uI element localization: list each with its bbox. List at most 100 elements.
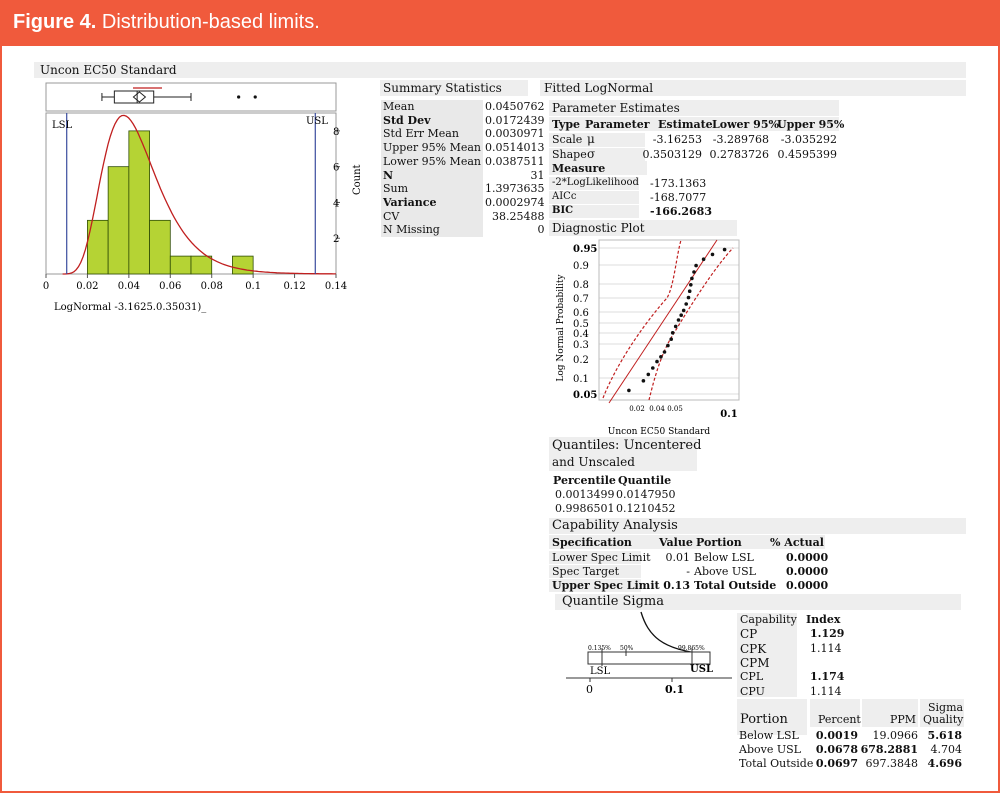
capability-index-value: 1.114 [810,685,842,698]
param-title-bar [549,100,839,116]
diagnostic-point [646,372,651,377]
measure-label-shade [549,205,639,218]
capability-title: Capability Analysis [552,518,678,533]
summary-label: Upper 95% Mean [381,141,483,155]
fitted-title-bar [540,80,966,96]
ppm-header: PPM [890,713,917,726]
figure-title: Distribution-based limits. [101,11,320,33]
histogram-x-tick-label: 0.02 [76,281,98,292]
portion-label: Total Outside [739,757,814,770]
capability-index-value: 1.114 [810,642,842,655]
histogram-bar [232,255,254,275]
measure-label-shade [549,177,639,190]
diagnostic-grid [599,247,739,395]
summary-value: 38.25488 [491,209,545,223]
summary-row: N 31 [381,168,546,183]
capability-index-label: CPM [740,656,770,670]
diagnostic-title: Diagnostic Plot [552,221,645,235]
diagnostic-fit-line [608,239,718,404]
summary-label: Mean [381,100,483,114]
summary-label: Lower 95% Mean [381,154,483,169]
diagnostic-point [673,324,678,329]
histogram-title-bar [34,62,966,78]
figure-header: Figure 4. Distribution-based limits. [0,0,1000,46]
quantile-value: 0.0147950 [616,488,676,501]
measure-label: BIC [552,205,574,216]
portion-sigma-quality: 4.696 [927,757,962,770]
index-header-capability: Capability [740,613,797,626]
diagnostic-point [669,337,673,341]
capability-value: - [686,565,690,578]
figure-caption: Figure 4. Distribution-based limits. [13,11,320,34]
sigma-usl: USL [690,664,713,675]
capability-spec: Spec Target [552,565,620,578]
histogram-title: Uncon EC50 Standard [40,63,177,77]
capability-value: 0.01 [665,551,691,564]
param-header-bar [549,117,839,131]
portion-percent: 0.0019 [815,729,858,742]
sigma-range-box [587,651,711,665]
summary-value: 0.0030971 [484,127,545,141]
quantiles-title: Quantiles: Uncentered [552,438,702,453]
diagnostic-y-label: Log Normal Probability [556,273,566,381]
capability-index-label: CP [740,627,758,641]
portion-header-cell [737,699,807,735]
param-header-cell: Parameter [585,118,650,131]
capability-actual: 0.0000 [786,565,829,578]
sigma-diagram: 0.135% 50% 99.865% LSL USL 0 0.1 [566,611,732,696]
quantiles-header-percentile: Percentile [553,474,616,487]
fitted-title: Fitted LogNormal [544,81,654,95]
count-axis-label: Count [352,164,363,195]
diagnostic-upper-band [602,239,682,399]
quantiles-title-bar [549,437,697,471]
summary-value: 1.3973635 [484,182,545,196]
diagnostic-y-tick-label: 0.05 [573,390,597,401]
diagnostic-x-tick-label: 0.02 [629,405,645,413]
quantile-percentile: 0.9986501 [555,502,615,515]
diagnostic-x-tick-label: 0.04 [649,405,665,413]
portion-ppm: 19.0966 [872,729,919,742]
capability-header-spec: Specification [552,536,632,549]
diagnostic-x-label: Uncon EC50 Standard [608,427,711,437]
portion-percent: 0.0697 [815,757,858,770]
index-label-column [737,613,797,697]
diagnostic-y-tick-label: 0.5 [573,319,589,330]
capability-index-value: 1.174 [810,670,845,683]
sigma-title-bar [555,594,961,610]
portion-ppm: 678.2881 [860,743,918,756]
capability-label-shade [549,565,641,578]
summary-value: 0.0172439 [484,113,545,127]
histogram-bar [190,255,213,275]
lognormal-curve [62,114,336,275]
diagnostic-point [687,289,692,293]
summary-row: CV 38.25488 [381,209,546,224]
param-upper: -3.035292 [780,133,837,146]
param-header-cell: Upper 95% [777,118,845,131]
param-type: Shape [552,148,587,161]
diagnostic-y-tick-label: 0.9 [573,261,589,272]
portion-header: Portion [740,712,788,727]
boxplot-outlier [253,95,257,99]
histogram-x-tick-label: 0.1 [245,281,261,292]
param-lower: -3.289768 [712,133,769,146]
capability-index-label: CPL [740,670,764,683]
measure-label-shade [549,191,639,204]
histogram-y-tick-label: 8 [333,127,339,138]
summary-value: 0.0387511 [484,154,545,168]
capability-index-label: CPK [740,642,767,656]
capability-header-actual: % Actual [770,536,824,549]
capability-spec: Lower Spec Limit [552,551,651,564]
portion-sigma-quality: 5.618 [927,729,962,742]
capability-value: 0.13 [663,579,690,592]
diagnostic-y-tick-label: 0.8 [573,280,589,291]
param-symbol: μ [587,132,595,146]
diagnostic-x-tick-label: 0.05 [667,405,683,413]
histogram-y-tick-label: 2 [333,234,339,245]
lsl-label: LSL [52,120,72,131]
capability-title-bar [549,518,966,534]
histogram-x-tick-label: 0.08 [201,281,223,292]
diagnostic-point [684,302,688,306]
param-estimate: 0.3503129 [642,148,703,161]
measure-label: -2*LogLikelihood [552,177,639,188]
